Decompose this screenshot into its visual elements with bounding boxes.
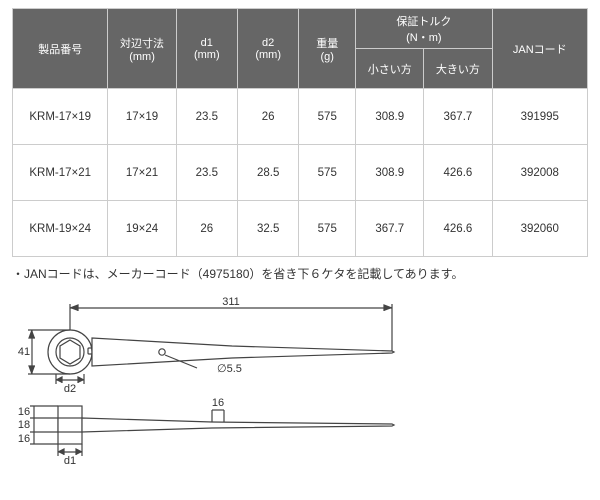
cell: 392008	[492, 145, 588, 201]
cell: KRM-19×24	[13, 201, 108, 257]
cell: 426.6	[424, 145, 492, 201]
cell: 308.9	[356, 89, 424, 145]
dim-head-height: 41	[18, 346, 30, 358]
dim-side-gap: 16	[212, 397, 224, 409]
spec-table: 製品番号 対辺寸法(mm) d1(mm) d2(mm) 重量(g) 保証トルク(…	[12, 8, 588, 257]
col-header-product-no: 製品番号	[13, 9, 108, 89]
cell: 17×19	[108, 89, 176, 145]
jan-note: ・JANコードは、メーカーコード（4975180）を省き下６ケタを記載してありま…	[12, 265, 588, 282]
tool-diagram: 311 41 ∅5.5	[12, 296, 588, 469]
col-header-torque-group: 保証トルク(N・m)	[356, 9, 492, 49]
cell: 17×21	[108, 145, 176, 201]
dim-side-mid: 18	[18, 419, 30, 431]
dim-hole-dia: ∅5.5	[217, 363, 242, 375]
col-header-d1: d1(mm)	[176, 9, 237, 89]
cell: 23.5	[176, 89, 237, 145]
col-header-weight: 重量(g)	[299, 9, 356, 89]
cell: 575	[299, 145, 356, 201]
cell: 575	[299, 89, 356, 145]
cell: 28.5	[237, 145, 298, 201]
col-header-jan: JANコード	[492, 9, 588, 89]
cell: KRM-17×19	[13, 89, 108, 145]
table-row: KRM-19×24 19×24 26 32.5 575 367.7 426.6 …	[13, 201, 588, 257]
dim-d2: d2	[64, 383, 76, 395]
col-header-size: 対辺寸法(mm)	[108, 9, 176, 89]
dim-d1: d1	[64, 455, 76, 466]
col-header-torque-large: 大きい方	[424, 49, 492, 89]
cell: 26	[237, 89, 298, 145]
col-header-torque-small: 小さい方	[356, 49, 424, 89]
cell: 26	[176, 201, 237, 257]
cell: 575	[299, 201, 356, 257]
dim-length: 311	[222, 296, 240, 308]
cell: 392060	[492, 201, 588, 257]
table-row: KRM-17×21 17×21 23.5 28.5 575 308.9 426.…	[13, 145, 588, 201]
cell: 391995	[492, 89, 588, 145]
cell: 367.7	[356, 201, 424, 257]
cell: 32.5	[237, 201, 298, 257]
cell: 367.7	[424, 89, 492, 145]
cell: 19×24	[108, 201, 176, 257]
cell: 308.9	[356, 145, 424, 201]
col-header-d2: d2(mm)	[237, 9, 298, 89]
cell: 426.6	[424, 201, 492, 257]
dim-side-top: 16	[18, 406, 30, 418]
cell: KRM-17×21	[13, 145, 108, 201]
table-row: KRM-17×19 17×19 23.5 26 575 308.9 367.7 …	[13, 89, 588, 145]
dim-side-bot: 16	[18, 433, 30, 445]
cell: 23.5	[176, 145, 237, 201]
